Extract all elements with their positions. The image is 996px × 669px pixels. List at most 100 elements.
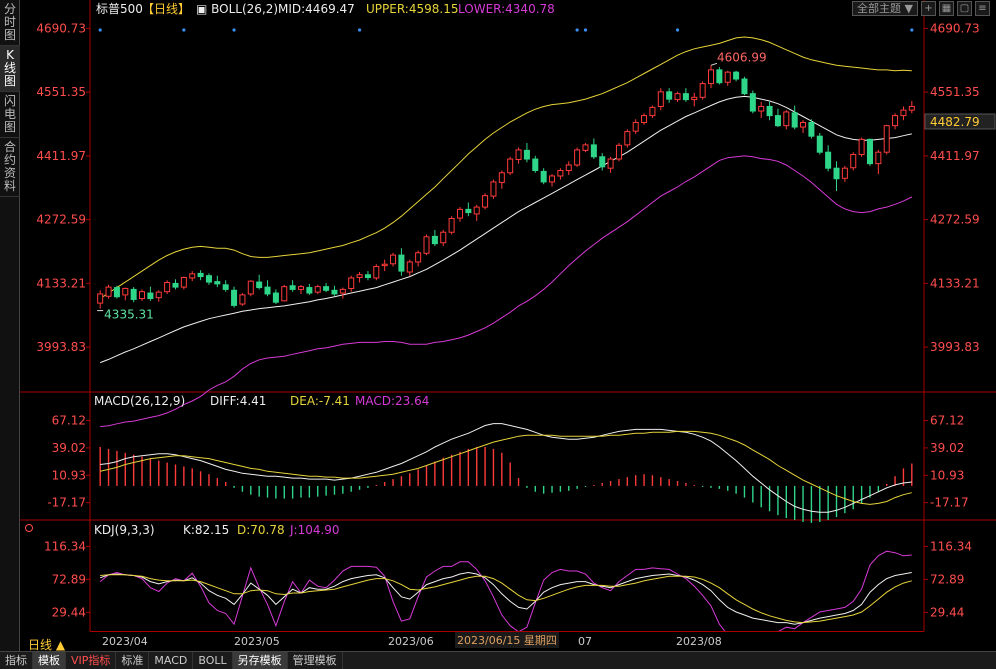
bottom-tab-7[interactable]: 管理模板: [288, 652, 343, 669]
candle-body: [373, 266, 380, 279]
macd-diff-line: [100, 423, 912, 513]
chart-title: 标普500: [96, 2, 143, 16]
candle-body: [231, 289, 238, 306]
sidebar-tab-char: 时: [3, 15, 16, 29]
candle-body: [482, 195, 489, 208]
kdj-y-tick-label-right: 116.34: [930, 539, 972, 553]
candle-body: [774, 115, 781, 127]
candle-body: [641, 115, 648, 123]
theme-dropdown[interactable]: 全部主题 ▼: [852, 1, 918, 16]
period-selector[interactable]: 日线 ▲: [28, 638, 66, 652]
cursor-date-label: 2023/06/15 星期四: [455, 632, 559, 648]
price-y-tick-label-left: 4690.73: [36, 21, 86, 35]
chart-canvas: 4690.73 4690.73 4551.35 4551.35 4411.97 4411.…: [20, 0, 996, 631]
boll-mid-line: [100, 95, 912, 364]
last-price-label: 4482.79: [930, 115, 980, 129]
candle-body: [850, 153, 857, 169]
candle-body: [105, 286, 112, 297]
grid-icon[interactable]: ▦: [939, 1, 954, 16]
event-marker: [98, 28, 102, 32]
candle-body: [866, 138, 873, 165]
candle-body: [582, 144, 589, 151]
price-y-tick-label-left: 4272.59: [36, 213, 86, 227]
stack-icon[interactable]: ≡: [975, 1, 990, 16]
candle-body: [239, 294, 246, 305]
candle-body: [314, 286, 321, 293]
bottom-tab-1[interactable]: 模板: [33, 652, 66, 669]
candle-body: [615, 144, 622, 160]
bottom-tab-5[interactable]: BOLL: [193, 652, 233, 669]
macd-value: MACD:23.64: [355, 394, 429, 408]
candle-body: [97, 293, 104, 304]
candle-body: [908, 105, 915, 111]
macd-y-tick-label-right: 39.02: [930, 441, 964, 455]
candle-body: [189, 273, 196, 279]
candle-body: [607, 158, 614, 169]
candle-body: [415, 252, 422, 263]
bottom-tab-2[interactable]: VIP指标: [66, 652, 117, 669]
price-y-tick-label-right: 4690.73: [930, 21, 980, 35]
bottom-tab-6[interactable]: 另存模板: [232, 652, 288, 669]
last-price-box: [924, 113, 996, 130]
candle-body: [155, 291, 162, 299]
sidebar-tab-2[interactable]: 闪电图: [0, 92, 20, 138]
candle-body: [356, 274, 363, 279]
price-y-tick-label-left: 3993.83: [36, 340, 86, 354]
candle-body: [707, 69, 715, 85]
sidebar-tab-char: 电: [3, 107, 16, 121]
candle-body: [448, 218, 455, 233]
bottom-toolbar: 指标 模板 VIP指标 标准 MACD BOLL 另存模板 管理模板: [0, 651, 996, 669]
window-icon[interactable]: ▢: [957, 1, 972, 16]
macd-y-tick-label-right: 67.12: [930, 414, 964, 428]
kdj-d-value: D:70.78: [237, 523, 285, 537]
candle-body: [406, 261, 413, 273]
candle-body: [632, 121, 639, 132]
sidebar-tab-char: 分: [3, 2, 16, 16]
candle-body: [624, 131, 631, 146]
candle-body: [749, 93, 756, 112]
candle-body: [130, 288, 137, 300]
candle-body: [841, 167, 848, 179]
sidebar-tab-3[interactable]: 合约资料: [0, 138, 20, 197]
x-date-label: 2023/08: [676, 635, 722, 648]
candle-body: [289, 285, 296, 290]
candle-body: [666, 91, 673, 100]
price-y-tick-label-left: 4551.35: [36, 85, 86, 99]
event-marker: [583, 28, 588, 32]
crosshair-icon[interactable]: +: [921, 1, 936, 16]
candle-body: [214, 281, 221, 285]
candle-body: [431, 235, 438, 245]
macd-y-tick-label-left: -17.17: [47, 496, 86, 510]
candle-body: [323, 286, 330, 291]
sidebar-tab-char: 约: [3, 153, 16, 167]
candle-body: [875, 151, 882, 165]
candle-body: [674, 93, 681, 101]
event-marker: [910, 28, 914, 32]
top-controls: 全部主题 ▼ + ▦ ▢ ≡: [852, 1, 990, 16]
low-price-label: 4335.31: [104, 308, 154, 322]
candle-body: [800, 121, 807, 128]
candle-body: [456, 208, 463, 219]
bottom-tab-4[interactable]: MACD: [149, 652, 194, 669]
candle-body: [783, 111, 790, 127]
candle-body: [197, 272, 204, 278]
candle-body: [247, 280, 254, 295]
boll-name: ▣ BOLL(26,2): [196, 2, 278, 16]
bottom-tab-3[interactable]: 标准: [116, 652, 150, 669]
bottom-tab-0[interactable]: 指标: [0, 652, 33, 669]
candle-body: [272, 292, 279, 303]
macd-y-tick-label-left: 67.12: [52, 414, 86, 428]
candle-body: [172, 282, 179, 288]
x-date-label: 07: [578, 635, 592, 648]
candle-body: [523, 149, 530, 160]
kdj-k-value: K:82.15: [183, 523, 229, 537]
event-marker: [575, 28, 579, 32]
price-y-tick-label-right: 3993.83: [930, 340, 980, 354]
boll-mid-value: MID:4469.47: [278, 2, 355, 16]
sidebar-tab-0[interactable]: 分时图: [0, 0, 20, 46]
candle-body: [390, 254, 397, 265]
candle-body: [540, 170, 547, 183]
candle-body: [590, 144, 597, 158]
